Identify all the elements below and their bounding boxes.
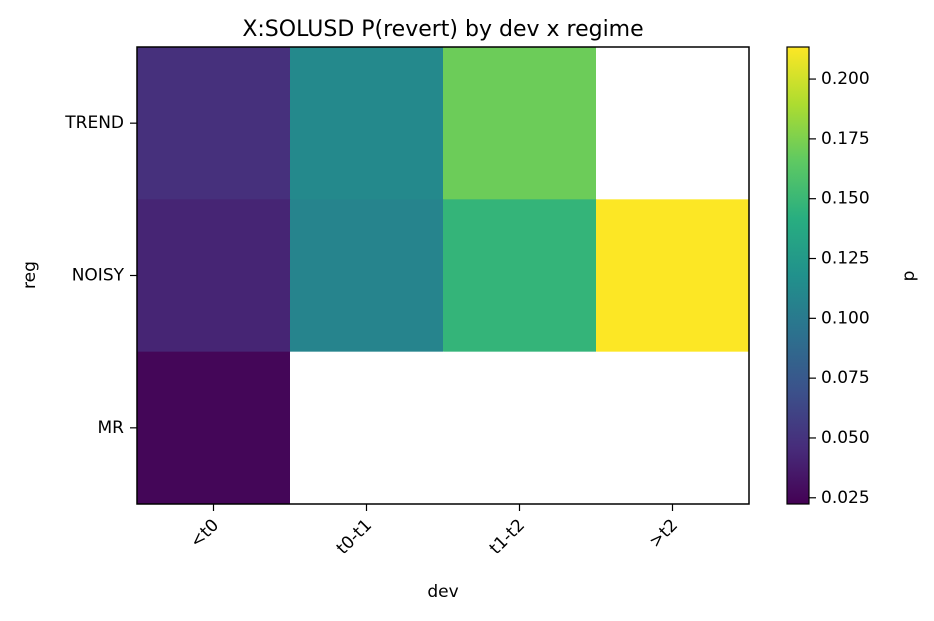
heatmap-cell [137,351,291,505]
colorbar-tick-label: 0.050 [821,428,870,448]
colorbar-tick-label: 0.200 [821,69,870,89]
colorbar-label: p [899,271,919,282]
x-tick-label: <t0 [186,515,223,552]
x-axis: <t0 t0-t1 t1-t2 >t2 [186,504,682,559]
heatmap-cell [290,199,444,353]
colorbar [787,47,809,504]
heatmap-cells [137,47,750,505]
colorbar-tick-label: 0.075 [821,368,870,388]
heatmap-cell [443,47,597,200]
y-tick-label: MR [98,418,125,438]
colorbar-tick-label: 0.150 [821,189,870,209]
heatmap-cell [443,199,597,353]
x-tick-label: >t2 [645,515,682,552]
colorbar-frame [786,46,810,505]
heatmap-cell [443,351,597,505]
colorbar-tick-label: 0.025 [821,488,870,508]
chart-title: X:SOLUSD P(revert) by dev x regime [242,17,643,42]
colorbar-tick-label: 0.100 [821,308,870,328]
heatmap-cell [137,47,291,200]
colorbar-axis: 0.025 0.050 0.075 0.100 0.125 0.150 0.175 0.200 [809,69,870,508]
heatmap-cell [290,47,444,200]
x-tick-label: t1-t2 [486,515,529,558]
x-tick-label: t0-t1 [333,515,376,558]
heatmap-cell [290,351,444,505]
heatmap-cell [596,47,750,200]
y-tick-label: TREND [64,113,124,133]
x-axis-label: dev [427,582,458,602]
heatmap-cell [137,199,291,353]
y-axis: TREND NOISY MR [64,113,137,438]
heatmap-cell [596,199,750,353]
y-tick-label: NOISY [72,266,125,286]
colorbar-tick-label: 0.125 [821,249,870,269]
y-axis-label: reg [20,261,40,289]
heatmap-cell [596,351,750,505]
colorbar-tick-label: 0.175 [821,129,870,149]
